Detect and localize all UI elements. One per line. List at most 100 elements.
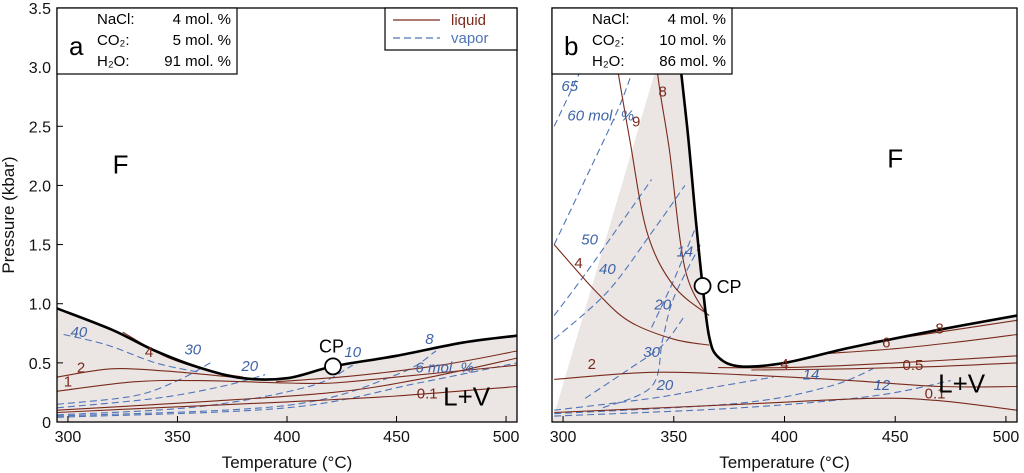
y-tick-label: 2.0 bbox=[29, 178, 51, 195]
liquid-isopleth-line bbox=[57, 357, 517, 411]
vapor-isopleth-label: 20 bbox=[653, 297, 671, 314]
liquid-isopleth-label: 1 bbox=[64, 374, 72, 391]
phase-boundary-line bbox=[57, 307, 517, 381]
liquid-isopleth-label: 0.1 bbox=[417, 385, 438, 402]
vapor-isopleth-line bbox=[584, 315, 686, 399]
vapor-isopleth-line bbox=[554, 380, 951, 417]
vapor-isopleth-line bbox=[602, 244, 701, 409]
vapor-isopleth-line bbox=[554, 368, 874, 415]
composition-name: CO₂: bbox=[592, 32, 625, 49]
composition-value: 4 mol. % bbox=[668, 11, 726, 28]
panel-a: 40 30 20 10 8 6 mol. % 12 4 0.1 300 350 400 450 500 0 0… bbox=[0, 1, 519, 472]
critical-point-marker bbox=[693, 277, 712, 295]
vapor-isopleth-line bbox=[651, 226, 697, 328]
composition-value: 5 mol. % bbox=[173, 32, 231, 49]
liquid-isopleth-line bbox=[615, 61, 710, 316]
liquid-isopleth-label: 4 bbox=[145, 344, 153, 361]
region-label: F bbox=[113, 150, 129, 180]
panel-letter: b bbox=[564, 31, 578, 61]
y-tick-label: 0.5 bbox=[29, 356, 51, 373]
region-label: F bbox=[887, 144, 903, 174]
vapor-isopleth-line bbox=[63, 333, 200, 373]
vapor-isopleth-label: 20 bbox=[240, 358, 258, 375]
composition-name: NaCl: bbox=[97, 11, 135, 28]
composition-value: 4 mol. % bbox=[173, 11, 231, 28]
vapor-isopleth-label: 12 bbox=[874, 377, 891, 394]
x-tick-label: 300 bbox=[55, 429, 82, 446]
vapor-isopleth-line bbox=[553, 179, 653, 316]
composition-box bbox=[551, 7, 733, 75]
phase-boundary-line bbox=[672, 8, 1017, 369]
liquid-isopleth-line bbox=[553, 244, 710, 346]
liquid-isopleth-line bbox=[828, 333, 1017, 354]
y-tick-label: 3.0 bbox=[29, 60, 51, 77]
critical-point-marker bbox=[324, 357, 342, 376]
vapor-isopleth-line bbox=[57, 362, 211, 405]
y-tick-label: 0 bbox=[42, 415, 51, 432]
vapor-isopleth-label: 8 bbox=[425, 331, 434, 348]
y-tick-label: 3.5 bbox=[29, 1, 51, 18]
composition-name: H₂O: bbox=[97, 53, 130, 70]
liquid-isopleth-label: 4 bbox=[574, 255, 582, 272]
vapor-isopleth-label: 14 bbox=[803, 366, 820, 383]
liquid-isopleth-line bbox=[554, 371, 1017, 388]
x-tick-label: 500 bbox=[493, 429, 520, 446]
panel-letter: a bbox=[69, 31, 84, 61]
x-tick-label: 450 bbox=[882, 429, 909, 446]
composition-name: NaCl: bbox=[592, 11, 630, 28]
x-axis-label: Temperature (°C) bbox=[719, 453, 850, 472]
y-tick-label: 2.5 bbox=[29, 119, 51, 136]
y-axis-label: Pressure (kbar) bbox=[0, 156, 18, 273]
critical-point-label: CP bbox=[717, 277, 742, 297]
vapor-isopleth-label: 14 bbox=[677, 243, 694, 260]
liquid-isopleth-line bbox=[57, 364, 517, 392]
region-label: L+V bbox=[938, 368, 986, 398]
legend-entry-label: vapor bbox=[451, 30, 489, 47]
y-tick-label: 1.5 bbox=[29, 238, 51, 255]
x-tick-label: 500 bbox=[993, 429, 1020, 446]
composition-name: H₂O: bbox=[592, 53, 625, 70]
liquid-isopleth-label: 0.1 bbox=[925, 385, 946, 402]
liquid-isopleth-label: 8 bbox=[935, 320, 943, 337]
legend-entry-label: liquid bbox=[451, 12, 486, 29]
composition-value: 10 mol. % bbox=[659, 32, 726, 49]
liquid-isopleth-label: 2 bbox=[77, 359, 85, 376]
liquid-isopleth-line bbox=[554, 397, 1017, 414]
x-tick-label: 350 bbox=[164, 429, 191, 446]
vapor-isopleth-line bbox=[553, 185, 686, 340]
liquid-isopleth-line bbox=[751, 362, 1017, 371]
composition-name: CO₂: bbox=[97, 32, 130, 49]
liquid-isopleth-label: 8 bbox=[659, 84, 667, 101]
vapor-isopleth-label: 6 mol. % bbox=[416, 359, 474, 376]
legend-box bbox=[384, 7, 518, 51]
vapor-isopleth-label: 40 bbox=[599, 261, 616, 278]
vapor-isopleth-label: 60 mol. % bbox=[567, 107, 634, 124]
liquid-isopleth-label: 0.5 bbox=[902, 357, 923, 374]
x-tick-label: 400 bbox=[274, 429, 301, 446]
liquid-isopleth-label: 4 bbox=[780, 356, 788, 373]
region-label: L+V bbox=[443, 381, 491, 411]
vapor-isopleth-line bbox=[57, 362, 517, 418]
x-axis-label: Temperature (°C) bbox=[222, 453, 353, 472]
isopleth-layer bbox=[57, 307, 517, 418]
composition-value: 91 mol. % bbox=[164, 53, 231, 70]
vapor-isopleth-label: 30 bbox=[184, 342, 201, 359]
vapor-isopleth-label: 65 bbox=[561, 78, 578, 95]
vapor-isopleth-line bbox=[554, 376, 774, 411]
vapor-isopleth-label: 10 bbox=[344, 344, 361, 361]
x-tick-label: 450 bbox=[383, 429, 410, 446]
y-tick-label: 1.0 bbox=[29, 297, 51, 314]
x-tick-label: 400 bbox=[771, 429, 798, 446]
liquid-isopleth-label: 2 bbox=[588, 356, 596, 373]
two-phase-region-fill bbox=[552, 8, 1017, 422]
two-phase-region-fill bbox=[57, 308, 517, 422]
liquid-isopleth-line bbox=[718, 355, 1017, 369]
composition-box bbox=[56, 7, 238, 75]
vapor-isopleth-label: 20 bbox=[656, 377, 674, 394]
vapor-isopleth-label: 40 bbox=[71, 324, 88, 341]
liquid-isopleth-label: 9 bbox=[632, 113, 640, 130]
vapor-isopleth-label: 30 bbox=[643, 344, 660, 361]
liquid-isopleth-line bbox=[275, 350, 517, 383]
